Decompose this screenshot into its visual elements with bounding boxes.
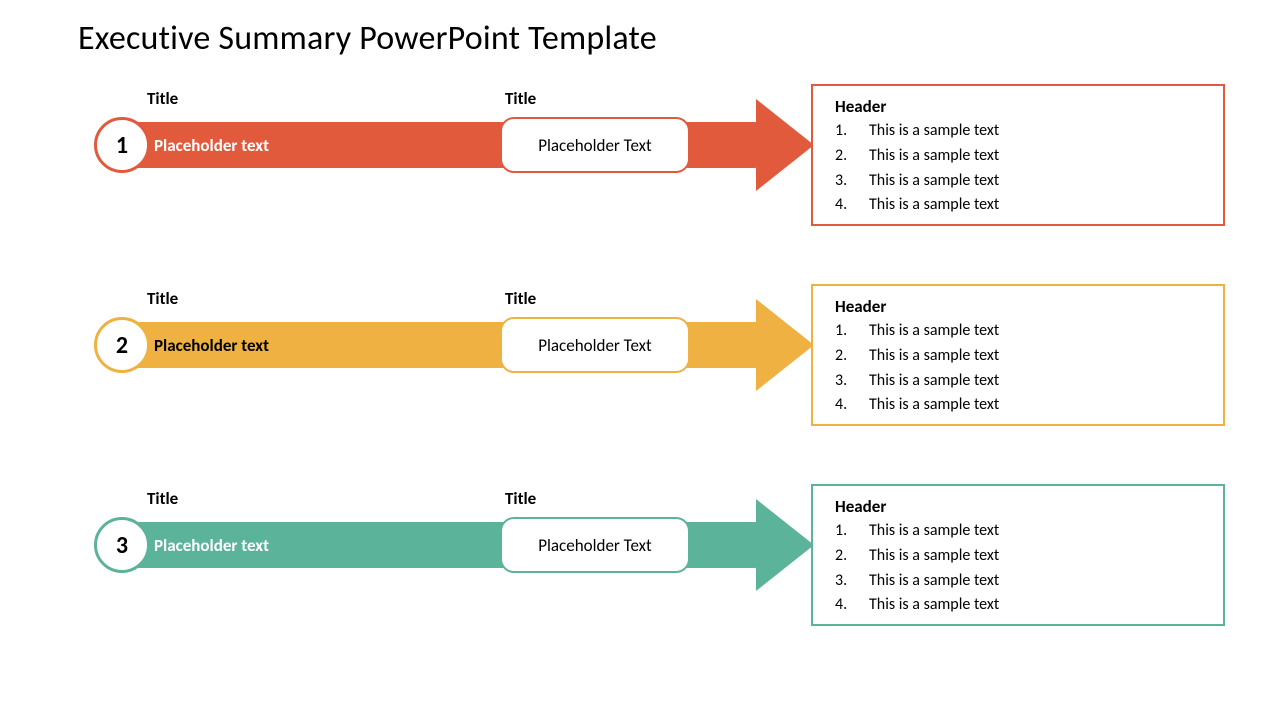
list-item: This is a sample text [835, 144, 1205, 169]
arrow-head-icon [756, 299, 814, 391]
column-label-left: Title [147, 488, 178, 509]
rows-container: Title Title Placeholder text 1 Placehold… [0, 78, 1280, 678]
row-number: 1 [116, 131, 128, 160]
list-item: This is a sample text [835, 169, 1205, 194]
content-box: Header This is a sample text This is a s… [811, 484, 1225, 626]
list-item: This is a sample text [835, 369, 1205, 394]
mid-placeholder-box: Placeholder Text [500, 117, 690, 173]
arrow-head-icon [756, 99, 814, 191]
content-box-header: Header [835, 96, 1205, 117]
list-item: This is a sample text [835, 344, 1205, 369]
column-label-left: Title [147, 88, 178, 109]
list-item: This is a sample text [835, 544, 1205, 569]
summary-row-3: Title Title Placeholder text 3 Placehold… [0, 478, 1280, 678]
list-item: This is a sample text [835, 569, 1205, 594]
list-item: This is a sample text [835, 519, 1205, 544]
list-item: This is a sample text [835, 119, 1205, 144]
column-label-mid: Title [505, 88, 536, 109]
content-box: Header This is a sample text This is a s… [811, 284, 1225, 426]
summary-row-1: Title Title Placeholder text 1 Placehold… [0, 78, 1280, 278]
mid-placeholder-box: Placeholder Text [500, 317, 690, 373]
list-item: This is a sample text [835, 593, 1205, 618]
list-item: This is a sample text [835, 193, 1205, 218]
summary-row-2: Title Title Placeholder text 2 Placehold… [0, 278, 1280, 478]
mid-placeholder-text: Placeholder Text [538, 335, 652, 356]
column-label-mid: Title [505, 488, 536, 509]
slide-title: Executive Summary PowerPoint Template [78, 18, 657, 59]
mid-placeholder-box: Placeholder Text [500, 517, 690, 573]
column-label-mid: Title [505, 288, 536, 309]
list-item: This is a sample text [835, 319, 1205, 344]
shaft-placeholder-text: Placeholder text [154, 335, 269, 356]
column-label-left: Title [147, 288, 178, 309]
content-box-list: This is a sample text This is a sample t… [835, 119, 1205, 218]
content-box-header: Header [835, 496, 1205, 517]
mid-placeholder-text: Placeholder Text [538, 535, 652, 556]
shaft-placeholder-text: Placeholder text [154, 535, 269, 556]
number-circle: 1 [94, 117, 150, 173]
content-box: Header This is a sample text This is a s… [811, 84, 1225, 226]
content-box-list: This is a sample text This is a sample t… [835, 519, 1205, 618]
row-number: 3 [116, 531, 128, 560]
arrow-head-icon [756, 499, 814, 591]
row-number: 2 [116, 331, 128, 360]
number-circle: 2 [94, 317, 150, 373]
mid-placeholder-text: Placeholder Text [538, 135, 652, 156]
content-box-header: Header [835, 296, 1205, 317]
shaft-placeholder-text: Placeholder text [154, 135, 269, 156]
content-box-list: This is a sample text This is a sample t… [835, 319, 1205, 418]
list-item: This is a sample text [835, 393, 1205, 418]
number-circle: 3 [94, 517, 150, 573]
